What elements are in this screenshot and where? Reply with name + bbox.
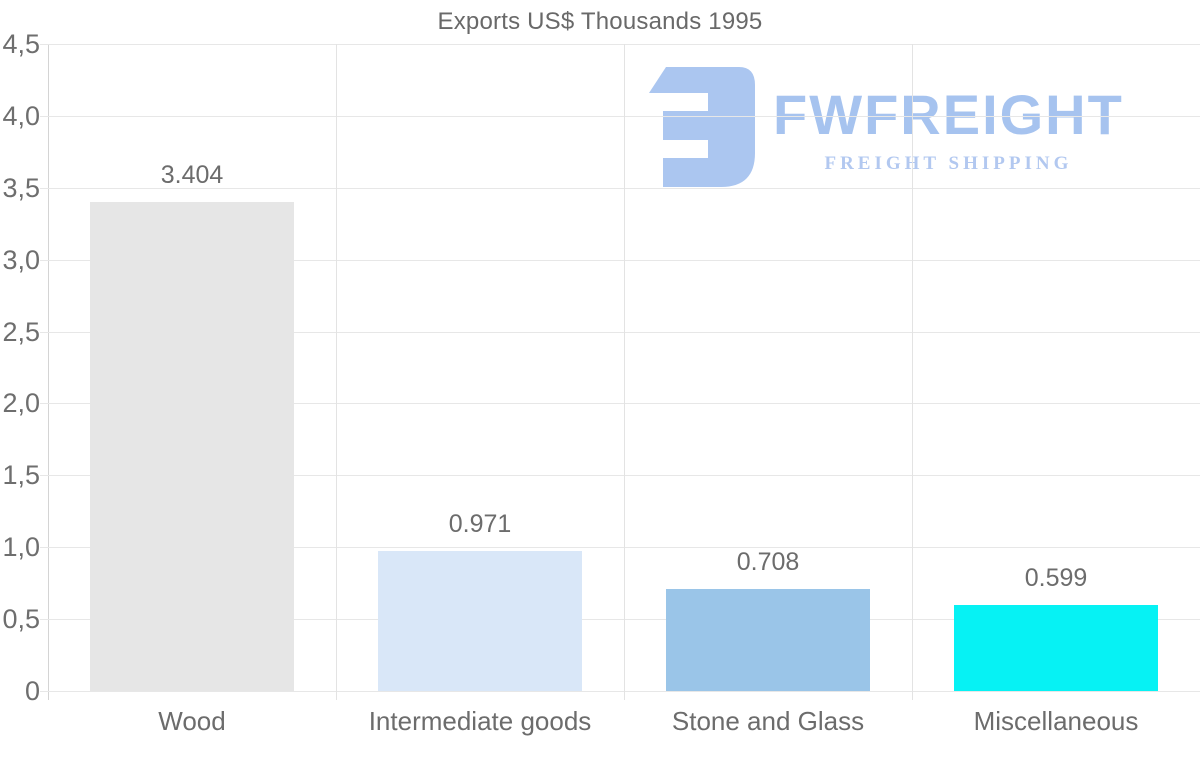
x-tick-label: Stone and Glass [671, 706, 865, 736]
y-tick-label: 2,5 [2, 316, 40, 347]
bar-value-label: 0.599 [1024, 564, 1088, 592]
y-tick-label: 4,5 [2, 29, 40, 59]
x-tick-label: Intermediate goods [368, 706, 592, 736]
h-gridline [40, 115, 1200, 117]
v-gridline [624, 44, 625, 700]
y-axis-labels: 0 0,5 1,0 1,5 2,0 2,5 3,0 3,5 4,0 4,5 [0, 31, 40, 705]
h-gridline [40, 44, 1200, 45]
x-tick-label: Wood [158, 706, 226, 736]
y-tick-label: 3,5 [2, 172, 40, 203]
bar-intermediate-goods [378, 551, 582, 691]
y-tick-label: 0 [24, 676, 40, 706]
plot-area: 3.404 0.971 0.708 0.599 [40, 44, 1200, 700]
h-gridline [40, 331, 1200, 333]
bar-stone-and-glass [666, 589, 870, 691]
y-tick-label: 4,0 [2, 100, 40, 131]
h-gridline [40, 403, 1200, 405]
logo-tagline: FREIGHT SHIPPING [824, 153, 1073, 174]
logo-wordmark: FWFREIGHT [773, 83, 1124, 146]
chart-title: Exports US$ Thousands 1995 [437, 8, 763, 35]
h-gridline [40, 547, 1200, 549]
y-tick-label: 0,5 [2, 604, 40, 635]
y-tick-label: 3,0 [2, 244, 40, 275]
bar-wood [90, 202, 294, 691]
h-gridline [40, 259, 1200, 261]
bar-value-label: 3.404 [160, 161, 224, 189]
y-axis-line [48, 44, 49, 700]
h-gridline [40, 691, 1200, 692]
logo: FWFREIGHT FREIGHT SHIPPING [645, 65, 1124, 187]
h-gridline [40, 475, 1200, 477]
y-tick-label: 1,0 [2, 532, 40, 563]
x-tick-label: Miscellaneous [973, 706, 1139, 736]
bar-value-label: 0.708 [736, 548, 800, 576]
h-gridline [40, 619, 1200, 621]
h-gridline [40, 187, 1200, 189]
x-axis-labels: Wood Intermediate goods Stone and Glass Mis… [48, 706, 1200, 737]
logo-text: FWFREIGHT FREIGHT SHIPPING [773, 65, 1124, 175]
bar-miscellaneous [954, 605, 1158, 691]
bar-value-label: 0.971 [448, 510, 512, 538]
v-gridline [336, 44, 337, 700]
v-gridline [912, 44, 913, 700]
y-tick-label: 2,0 [2, 388, 40, 419]
y-tick-label: 1,5 [2, 460, 40, 491]
fwfreight-logo-icon [649, 67, 755, 187]
